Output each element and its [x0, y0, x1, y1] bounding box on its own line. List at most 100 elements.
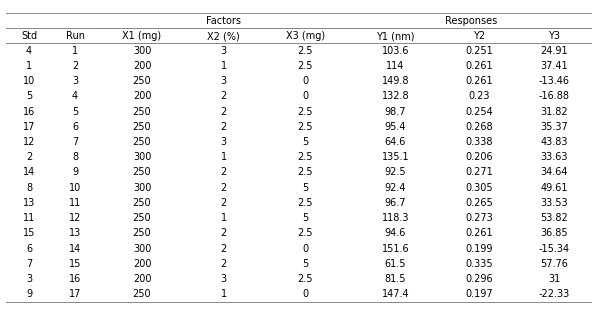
Text: 1: 1 [72, 46, 78, 56]
Text: 49.61: 49.61 [541, 183, 568, 193]
Text: 7: 7 [26, 259, 32, 269]
Text: 0.305: 0.305 [465, 183, 493, 193]
Text: 14: 14 [23, 167, 35, 177]
Text: 250: 250 [133, 76, 151, 86]
Text: 2.5: 2.5 [298, 107, 313, 117]
Text: 0: 0 [302, 244, 309, 254]
Text: 2: 2 [221, 167, 227, 177]
Text: X2 (%): X2 (%) [208, 31, 240, 41]
Text: 5: 5 [26, 91, 32, 101]
Text: 0.261: 0.261 [465, 228, 493, 238]
Text: 10: 10 [23, 76, 35, 86]
Text: 2.5: 2.5 [298, 228, 313, 238]
Text: 2.5: 2.5 [298, 152, 313, 162]
Text: 6: 6 [26, 244, 32, 254]
Text: 31: 31 [548, 274, 560, 284]
Text: 10: 10 [69, 183, 81, 193]
Text: 1: 1 [221, 289, 227, 299]
Text: 3: 3 [221, 76, 227, 86]
Text: 103.6: 103.6 [382, 46, 409, 56]
Text: 0.199: 0.199 [465, 244, 493, 254]
Text: 2: 2 [221, 244, 227, 254]
Text: 15: 15 [23, 228, 35, 238]
Text: 0.197: 0.197 [465, 289, 493, 299]
Text: 200: 200 [133, 274, 151, 284]
Text: 15: 15 [69, 259, 81, 269]
Text: 13: 13 [69, 228, 81, 238]
Text: 17: 17 [23, 122, 35, 132]
Text: 0.206: 0.206 [465, 152, 493, 162]
Text: 200: 200 [133, 91, 151, 101]
Text: 3: 3 [72, 76, 78, 86]
Text: 1: 1 [221, 213, 227, 223]
Text: 95.4: 95.4 [385, 122, 406, 132]
Text: 1: 1 [221, 152, 227, 162]
Text: 300: 300 [133, 244, 151, 254]
Text: 0.273: 0.273 [465, 213, 493, 223]
Text: 250: 250 [133, 228, 151, 238]
Text: 96.7: 96.7 [385, 198, 406, 208]
Text: Std: Std [21, 31, 37, 41]
Text: 250: 250 [133, 137, 151, 147]
Text: Responses: Responses [444, 16, 497, 26]
Text: 0.261: 0.261 [465, 76, 493, 86]
Text: 16: 16 [69, 274, 81, 284]
Text: 36.85: 36.85 [541, 228, 568, 238]
Text: 16: 16 [23, 107, 35, 117]
Text: 11: 11 [69, 198, 81, 208]
Text: 64.6: 64.6 [385, 137, 406, 147]
Text: X1 (mg): X1 (mg) [123, 31, 161, 41]
Text: 9: 9 [72, 167, 78, 177]
Text: 2: 2 [221, 122, 227, 132]
Text: 4: 4 [72, 91, 78, 101]
Text: 135.1: 135.1 [382, 152, 409, 162]
Text: 5: 5 [302, 137, 309, 147]
Text: 2.5: 2.5 [298, 122, 313, 132]
Text: 4: 4 [26, 46, 32, 56]
Text: 147.4: 147.4 [382, 289, 409, 299]
Text: 0.335: 0.335 [465, 259, 493, 269]
Text: 2.5: 2.5 [298, 198, 313, 208]
Text: -13.46: -13.46 [539, 76, 570, 86]
Text: 12: 12 [23, 137, 35, 147]
Text: 5: 5 [302, 259, 309, 269]
Text: 1: 1 [26, 61, 32, 71]
Text: 2.5: 2.5 [298, 46, 313, 56]
Text: 0.254: 0.254 [465, 107, 493, 117]
Text: 14: 14 [69, 244, 81, 254]
Text: 33.63: 33.63 [541, 152, 568, 162]
Text: 13: 13 [23, 198, 35, 208]
Text: 2.5: 2.5 [298, 167, 313, 177]
Text: 11: 11 [23, 213, 35, 223]
Text: 250: 250 [133, 167, 151, 177]
Text: 3: 3 [221, 46, 227, 56]
Text: -22.33: -22.33 [539, 289, 570, 299]
Text: 2: 2 [72, 61, 78, 71]
Text: 0.261: 0.261 [465, 61, 493, 71]
Text: 9: 9 [26, 289, 32, 299]
Text: 94.6: 94.6 [385, 228, 406, 238]
Text: 0.296: 0.296 [465, 274, 493, 284]
Text: 0.338: 0.338 [465, 137, 493, 147]
Text: 0: 0 [302, 91, 309, 101]
Text: 0: 0 [302, 289, 309, 299]
Text: 250: 250 [133, 107, 151, 117]
Text: 92.4: 92.4 [385, 183, 406, 193]
Text: 151.6: 151.6 [382, 244, 409, 254]
Text: 5: 5 [72, 107, 78, 117]
Text: 0.265: 0.265 [465, 198, 493, 208]
Text: 34.64: 34.64 [541, 167, 568, 177]
Text: 132.8: 132.8 [382, 91, 409, 101]
Text: 2: 2 [221, 259, 227, 269]
Text: 2: 2 [26, 152, 32, 162]
Text: X3 (mg): X3 (mg) [286, 31, 325, 41]
Text: 57.76: 57.76 [541, 259, 568, 269]
Text: Y2: Y2 [473, 31, 485, 41]
Text: Y3: Y3 [548, 31, 560, 41]
Text: 92.5: 92.5 [385, 167, 406, 177]
Text: -16.88: -16.88 [539, 91, 570, 101]
Text: 200: 200 [133, 61, 151, 71]
Text: 300: 300 [133, 183, 151, 193]
Text: 33.53: 33.53 [541, 198, 568, 208]
Text: 5: 5 [302, 183, 309, 193]
